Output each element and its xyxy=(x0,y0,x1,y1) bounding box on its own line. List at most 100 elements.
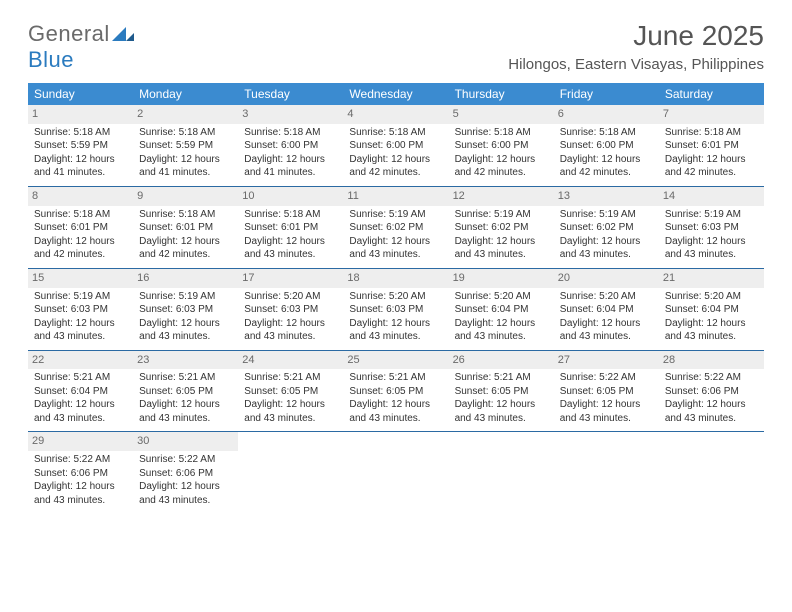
sunrise-line: Sunrise: 5:18 AM xyxy=(244,208,337,222)
sunset-line: Sunset: 6:01 PM xyxy=(665,139,758,153)
day-number: 24 xyxy=(238,351,343,370)
daylight-line: Daylight: 12 hours and 43 minutes. xyxy=(139,480,232,507)
calendar-day-cell xyxy=(449,432,554,513)
calendar-day-cell xyxy=(554,432,659,513)
calendar-day-cell: 19Sunrise: 5:20 AMSunset: 6:04 PMDayligh… xyxy=(449,268,554,350)
sunset-line: Sunset: 6:04 PM xyxy=(34,385,127,399)
sunrise-line: Sunrise: 5:20 AM xyxy=(244,290,337,304)
sunrise-line: Sunrise: 5:21 AM xyxy=(139,371,232,385)
day-header: Friday xyxy=(554,83,659,105)
calendar-page: General Blue June 2025 Hilongos, Eastern… xyxy=(0,0,792,533)
logo-word-2: Blue xyxy=(28,47,74,72)
daylight-line: Daylight: 12 hours and 42 minutes. xyxy=(560,153,653,180)
sunrise-line: Sunrise: 5:20 AM xyxy=(560,290,653,304)
sunrise-line: Sunrise: 5:21 AM xyxy=(349,371,442,385)
sunrise-line: Sunrise: 5:20 AM xyxy=(665,290,758,304)
day-number: 10 xyxy=(238,187,343,206)
day-number: 3 xyxy=(238,105,343,124)
sunrise-line: Sunrise: 5:20 AM xyxy=(455,290,548,304)
daylight-line: Daylight: 12 hours and 41 minutes. xyxy=(244,153,337,180)
calendar-week-row: 8Sunrise: 5:18 AMSunset: 6:01 PMDaylight… xyxy=(28,186,764,268)
sunrise-line: Sunrise: 5:19 AM xyxy=(139,290,232,304)
sunrise-line: Sunrise: 5:22 AM xyxy=(34,453,127,467)
calendar-day-cell: 11Sunrise: 5:19 AMSunset: 6:02 PMDayligh… xyxy=(343,186,448,268)
sunset-line: Sunset: 6:05 PM xyxy=(139,385,232,399)
sunset-line: Sunset: 6:00 PM xyxy=(455,139,548,153)
day-number: 25 xyxy=(343,351,448,370)
calendar-day-cell: 21Sunrise: 5:20 AMSunset: 6:04 PMDayligh… xyxy=(659,268,764,350)
sunset-line: Sunset: 6:03 PM xyxy=(665,221,758,235)
sunset-line: Sunset: 6:02 PM xyxy=(349,221,442,235)
daylight-line: Daylight: 12 hours and 43 minutes. xyxy=(244,317,337,344)
sunset-line: Sunset: 6:05 PM xyxy=(349,385,442,399)
day-number: 12 xyxy=(449,187,554,206)
sunrise-line: Sunrise: 5:18 AM xyxy=(455,126,548,140)
sunset-line: Sunset: 6:01 PM xyxy=(244,221,337,235)
calendar-day-cell: 26Sunrise: 5:21 AMSunset: 6:05 PMDayligh… xyxy=(449,350,554,432)
calendar-day-cell: 9Sunrise: 5:18 AMSunset: 6:01 PMDaylight… xyxy=(133,186,238,268)
day-header: Monday xyxy=(133,83,238,105)
daylight-line: Daylight: 12 hours and 42 minutes. xyxy=(455,153,548,180)
sunset-line: Sunset: 6:00 PM xyxy=(244,139,337,153)
day-number: 9 xyxy=(133,187,238,206)
sunset-line: Sunset: 6:05 PM xyxy=(560,385,653,399)
day-number: 26 xyxy=(449,351,554,370)
calendar-week-row: 22Sunrise: 5:21 AMSunset: 6:04 PMDayligh… xyxy=(28,350,764,432)
daylight-line: Daylight: 12 hours and 42 minutes. xyxy=(34,235,127,262)
calendar-day-cell: 10 Sunrise: 5:18 AMSunset: 6:01 PMDayligh… xyxy=(238,186,343,268)
calendar-day-cell: 20Sunrise: 5:20 AMSunset: 6:04 PMDayligh… xyxy=(554,268,659,350)
sunset-line: Sunset: 6:04 PM xyxy=(455,303,548,317)
daylight-line: Daylight: 12 hours and 43 minutes. xyxy=(34,398,127,425)
sunrise-line: Sunrise: 5:18 AM xyxy=(665,126,758,140)
sunset-line: Sunset: 6:00 PM xyxy=(560,139,653,153)
calendar-week-row: 15Sunrise: 5:19 AMSunset: 6:03 PMDayligh… xyxy=(28,268,764,350)
calendar-day-cell: 16Sunrise: 5:19 AMSunset: 6:03 PMDayligh… xyxy=(133,268,238,350)
sunset-line: Sunset: 6:05 PM xyxy=(244,385,337,399)
daylight-line: Daylight: 12 hours and 43 minutes. xyxy=(560,235,653,262)
daylight-line: Daylight: 12 hours and 43 minutes. xyxy=(665,235,758,262)
day-number: 5 xyxy=(449,105,554,124)
calendar-day-cell: 24Sunrise: 5:21 AMSunset: 6:05 PMDayligh… xyxy=(238,350,343,432)
day-number: 6 xyxy=(554,105,659,124)
calendar-day-cell: 28Sunrise: 5:22 AMSunset: 6:06 PMDayligh… xyxy=(659,350,764,432)
sunrise-line: Sunrise: 5:21 AM xyxy=(244,371,337,385)
logo-mark-icon xyxy=(112,27,134,41)
calendar-day-cell: 18Sunrise: 5:20 AMSunset: 6:03 PMDayligh… xyxy=(343,268,448,350)
sunrise-line: Sunrise: 5:18 AM xyxy=(560,126,653,140)
sunset-line: Sunset: 6:06 PM xyxy=(34,467,127,481)
daylight-line: Daylight: 12 hours and 43 minutes. xyxy=(665,398,758,425)
sunrise-line: Sunrise: 5:22 AM xyxy=(139,453,232,467)
day-header: Sunday xyxy=(28,83,133,105)
sunset-line: Sunset: 6:06 PM xyxy=(139,467,232,481)
location-text: Hilongos, Eastern Visayas, Philippines xyxy=(508,56,764,73)
calendar-table: Sunday Monday Tuesday Wednesday Thursday… xyxy=(28,83,764,513)
day-number: 20 xyxy=(554,269,659,288)
daylight-line: Daylight: 12 hours and 42 minutes. xyxy=(665,153,758,180)
day-number: 4 xyxy=(343,105,448,124)
sunrise-line: Sunrise: 5:18 AM xyxy=(139,126,232,140)
day-header: Saturday xyxy=(659,83,764,105)
daylight-line: Daylight: 12 hours and 43 minutes. xyxy=(139,398,232,425)
daylight-line: Daylight: 12 hours and 41 minutes. xyxy=(34,153,127,180)
daylight-line: Daylight: 12 hours and 43 minutes. xyxy=(244,235,337,262)
daylight-line: Daylight: 12 hours and 43 minutes. xyxy=(349,317,442,344)
day-number: 19 xyxy=(449,269,554,288)
calendar-day-cell: 15Sunrise: 5:19 AMSunset: 6:03 PMDayligh… xyxy=(28,268,133,350)
calendar-day-cell xyxy=(659,432,764,513)
day-number: 8 xyxy=(28,187,133,206)
day-number: 14 xyxy=(659,187,764,206)
day-number: 17 xyxy=(238,269,343,288)
calendar-day-cell: 13Sunrise: 5:19 AMSunset: 6:02 PMDayligh… xyxy=(554,186,659,268)
title-block: June 2025 Hilongos, Eastern Visayas, Phi… xyxy=(508,20,764,73)
daylight-line: Daylight: 12 hours and 43 minutes. xyxy=(665,317,758,344)
header: General Blue June 2025 Hilongos, Eastern… xyxy=(28,20,764,73)
sunset-line: Sunset: 6:02 PM xyxy=(455,221,548,235)
day-header: Thursday xyxy=(449,83,554,105)
day-number: 21 xyxy=(659,269,764,288)
sunrise-line: Sunrise: 5:18 AM xyxy=(34,208,127,222)
sunset-line: Sunset: 6:03 PM xyxy=(349,303,442,317)
sunrise-line: Sunrise: 5:19 AM xyxy=(34,290,127,304)
sunrise-line: Sunrise: 5:18 AM xyxy=(139,208,232,222)
day-header-row: Sunday Monday Tuesday Wednesday Thursday… xyxy=(28,83,764,105)
sunrise-line: Sunrise: 5:18 AM xyxy=(34,126,127,140)
